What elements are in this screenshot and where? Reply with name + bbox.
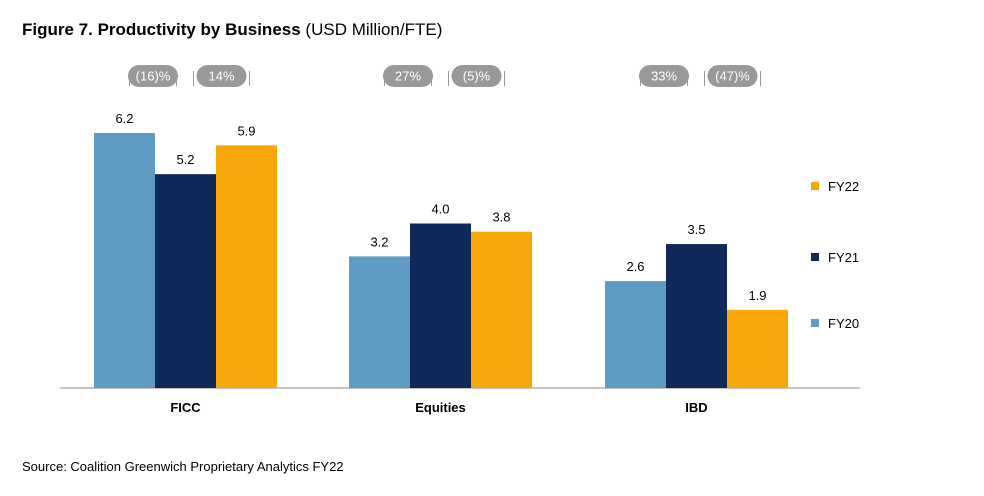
growth-label: 27% — [395, 69, 421, 84]
bar-ficc-fy20 — [94, 133, 155, 388]
bar-ibd-fy20 — [605, 281, 666, 388]
legend-swatch-fy20 — [811, 319, 819, 327]
data-label: 3.2 — [370, 234, 388, 249]
growth-pill — [128, 65, 178, 87]
growth-bracket — [193, 71, 250, 86]
x-tick-label: IBD — [685, 400, 707, 415]
growth-label: 33% — [651, 69, 677, 84]
growth-label: 14% — [208, 69, 234, 84]
bar-equities-fy22 — [471, 231, 532, 388]
legend-label: FY22 — [828, 179, 859, 194]
data-label: 3.5 — [687, 222, 705, 237]
bar-ibd-fy21 — [666, 244, 727, 388]
bar-equities-fy20 — [349, 256, 410, 388]
x-tick-label: FICC — [170, 400, 201, 415]
growth-label: (47)% — [715, 69, 750, 84]
data-label: 5.9 — [237, 123, 255, 138]
growth-label: (5)% — [463, 69, 491, 84]
bar-equities-fy21 — [410, 223, 471, 388]
growth-pill — [383, 65, 433, 87]
data-label: 1.9 — [748, 288, 766, 303]
legend-swatch-fy22 — [811, 182, 819, 190]
data-label: 5.2 — [176, 152, 194, 167]
growth-label: (16)% — [136, 69, 171, 84]
bar-ficc-fy21 — [155, 174, 216, 388]
chart-title-main: Figure 7. Productivity by Business — [22, 20, 301, 39]
data-label: 4.0 — [431, 201, 449, 216]
source-note: Source: Coalition Greenwich Proprietary … — [22, 459, 344, 474]
data-label: 6.2 — [115, 111, 133, 126]
x-tick-label: Equities — [415, 400, 466, 415]
chart-title-unit: (USD Million/FTE) — [305, 20, 443, 39]
legend-label: FY21 — [828, 250, 859, 265]
growth-pill — [639, 65, 689, 87]
growth-pill — [451, 65, 502, 87]
growth-bracket — [704, 71, 761, 86]
bar-ficc-fy22 — [216, 145, 277, 388]
chart-title: Figure 7. Productivity by Business (USD … — [22, 20, 442, 40]
growth-bracket — [448, 71, 505, 86]
legend-label: FY20 — [828, 316, 859, 331]
bar-ibd-fy22 — [727, 309, 788, 388]
data-label: 3.8 — [492, 210, 510, 225]
growth-pill — [196, 65, 247, 87]
data-label: 2.6 — [626, 259, 644, 274]
growth-pill — [707, 65, 758, 87]
legend-swatch-fy21 — [811, 253, 819, 261]
